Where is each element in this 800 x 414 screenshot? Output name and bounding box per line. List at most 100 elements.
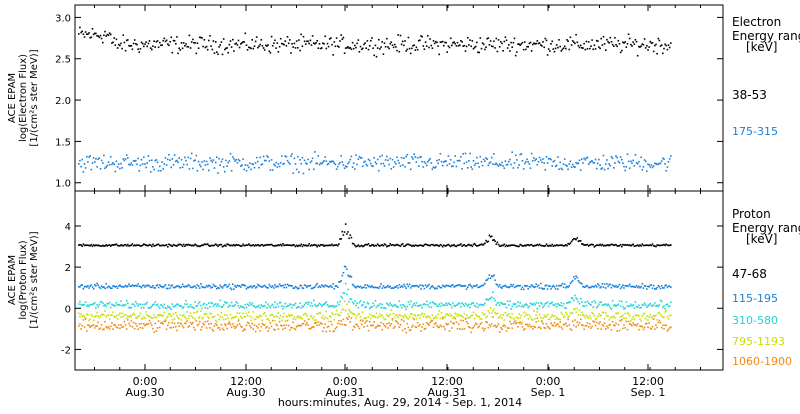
proton-ytick-label: 4 <box>65 222 71 233</box>
proton-series-4-point <box>287 324 290 327</box>
x-tick-date-label: Aug.31 <box>428 386 467 399</box>
proton-series-1-point <box>117 285 120 287</box>
electron-series-1-point <box>589 161 591 164</box>
proton-series-4-point <box>538 326 541 329</box>
proton-series-4-point <box>143 323 145 325</box>
electron-series-1-point <box>529 167 532 169</box>
proton-series-4-point <box>403 320 405 322</box>
proton-series-0-point <box>616 245 618 247</box>
proton-series-1-point <box>155 284 158 287</box>
proton-series-1-point <box>518 285 520 287</box>
electron-series-0-point <box>266 45 268 47</box>
proton-series-1-point <box>277 285 280 288</box>
electron-series-1-point <box>516 159 518 161</box>
proton-series-4-point <box>582 324 584 327</box>
proton-series-3-point <box>456 315 459 318</box>
proton-series-1-point <box>463 285 466 287</box>
proton-series-0-point <box>600 244 602 247</box>
electron-series-0-point <box>169 41 171 43</box>
proton-series-1-point <box>339 281 341 283</box>
proton-series-4-point <box>558 325 560 328</box>
proton-series-4-point <box>527 325 529 328</box>
electron-series-0-point <box>650 42 653 44</box>
proton-series-0-point <box>282 243 284 245</box>
electron-series-0-point <box>287 42 290 45</box>
proton-series-3-point <box>587 317 590 319</box>
electron-series-1-point <box>554 165 557 168</box>
electron-series-0-point <box>525 48 527 51</box>
electron-series-1-point <box>187 156 190 159</box>
electron-series-0-point <box>392 46 395 49</box>
proton-series-1-point <box>129 285 131 287</box>
proton-series-0-point <box>328 244 331 246</box>
electron-series-0-point <box>386 37 388 40</box>
proton-series-3-point <box>390 309 393 311</box>
proton-series-0-point <box>566 244 568 247</box>
proton-series-2-point <box>372 302 374 304</box>
proton-series-1-point <box>532 285 534 287</box>
proton-series-0-point <box>464 245 467 247</box>
proton-series-4-point <box>641 325 644 328</box>
proton-series-4-point <box>94 327 96 329</box>
proton-series-1-point <box>86 286 88 288</box>
proton-series-3-point <box>352 313 355 315</box>
electron-series-1-point <box>390 168 393 170</box>
proton-series-0-point <box>500 245 502 247</box>
proton-series-1-point <box>524 284 526 287</box>
proton-series-4-point <box>663 328 665 330</box>
proton-series-2-point <box>317 304 320 306</box>
proton-series-1-point <box>660 285 663 287</box>
proton-series-2-point <box>608 304 610 307</box>
proton-series-1-point <box>323 286 325 288</box>
electron-series-1-point <box>189 157 192 160</box>
electron-series-1-point <box>367 158 370 161</box>
electron-series-1-point <box>570 166 573 168</box>
proton-series-1-point <box>209 285 211 287</box>
proton-series-0-point <box>414 244 417 246</box>
proton-series-2-point <box>535 302 537 304</box>
proton-series-0-point <box>241 245 243 247</box>
electron-series-0-point <box>591 39 593 41</box>
legend-proton-47-68: 47-68 <box>732 267 767 281</box>
proton-series-1-point <box>310 287 313 290</box>
proton-series-2-point <box>169 306 171 309</box>
proton-series-1-point <box>670 286 672 289</box>
electron-series-0-point <box>251 39 253 41</box>
electron-series-0-point <box>553 50 556 53</box>
proton-series-4-point <box>240 325 242 327</box>
proton-series-4-point <box>281 325 283 327</box>
proton-series-1-point <box>603 283 606 285</box>
proton-series-2-point <box>358 301 361 304</box>
proton-series-2-point <box>497 302 500 304</box>
proton-series-2-point <box>587 302 590 304</box>
proton-series-4-point <box>461 328 463 331</box>
electron-series-0-point <box>445 41 447 44</box>
electron-series-1-point <box>155 159 158 161</box>
proton-series-1-point <box>516 285 518 288</box>
electron-series-0-point <box>91 28 94 30</box>
proton-series-4-point <box>308 328 310 330</box>
proton-series-0-point <box>202 244 204 247</box>
proton-series-1-point <box>163 285 166 288</box>
proton-series-0-point <box>242 243 244 246</box>
proton-series-0-point <box>417 244 420 247</box>
proton-series-1-point <box>328 285 331 288</box>
proton-series-4-point <box>516 322 518 324</box>
proton-series-3-point <box>139 312 142 315</box>
proton-series-1-point <box>230 288 233 291</box>
proton-series-4-point <box>322 330 324 332</box>
proton-series-1-point <box>241 283 243 286</box>
electron-series-1-point <box>114 170 117 173</box>
proton-series-4-point <box>302 322 305 325</box>
proton-series-1-point <box>89 285 91 287</box>
proton-series-1-point <box>649 284 652 287</box>
proton-series-2-point <box>399 304 402 306</box>
proton-series-2-point <box>601 304 604 306</box>
proton-series-0-point <box>294 245 297 248</box>
proton-series-3-point <box>154 316 156 319</box>
proton-series-2-point <box>333 306 336 309</box>
x-tick-date-label: Aug.30 <box>227 386 266 399</box>
proton-series-0-point <box>444 245 446 247</box>
proton-ytick-label: 2 <box>65 263 71 274</box>
electron-series-1-point <box>408 162 411 164</box>
